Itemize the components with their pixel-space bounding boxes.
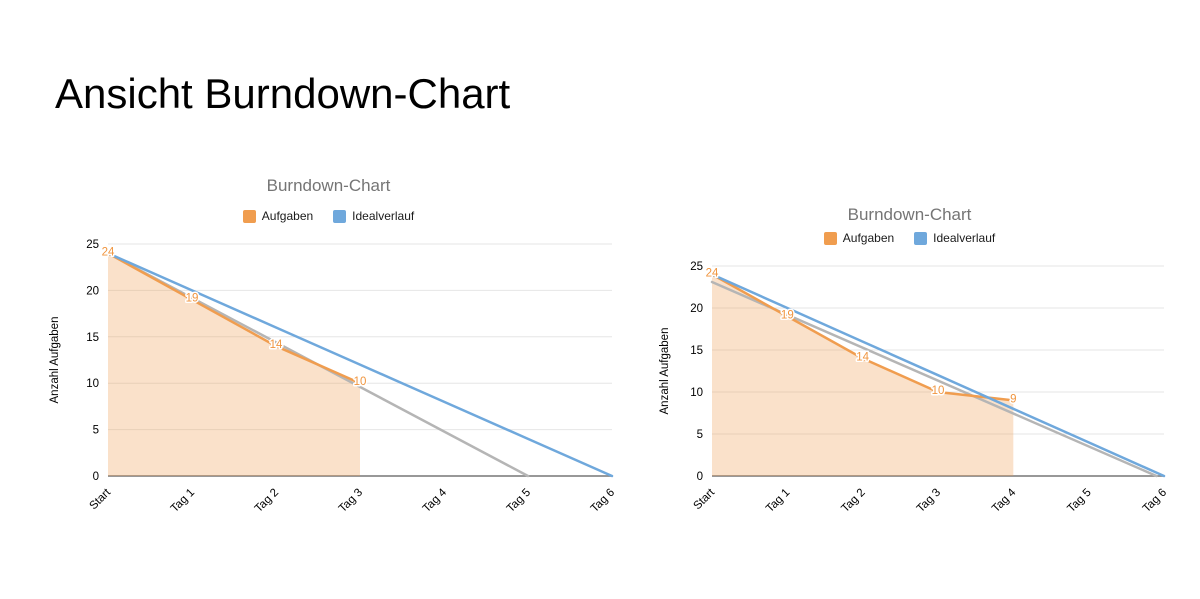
y-tick-label: 0 bbox=[93, 471, 99, 483]
chart-legend: Aufgaben Idealverlauf bbox=[45, 209, 612, 223]
y-axis-title: Anzahl Aufgaben bbox=[49, 317, 61, 404]
y-tick-label: 0 bbox=[697, 471, 703, 483]
x-axis-labels: Start Tag 1 Tag 2 Tag 3 Tag 4 Tag 5 Tag 6 bbox=[87, 486, 617, 515]
y-tick-label: 20 bbox=[690, 303, 703, 315]
y-tick-label: 10 bbox=[690, 387, 703, 399]
x-tick-label: Tag 1 bbox=[764, 487, 792, 515]
legend-swatch-icon bbox=[333, 209, 347, 223]
legend-label: Idealverlauf bbox=[352, 209, 415, 223]
legend-swatch-icon bbox=[914, 231, 928, 245]
x-tick-label: Start bbox=[691, 486, 717, 512]
y-tick-label: 5 bbox=[697, 429, 703, 441]
point-label: 9 bbox=[1010, 393, 1016, 405]
series-area-aufgaben bbox=[712, 274, 1014, 476]
gridlines: 0 5 10 15 20 25 bbox=[690, 261, 1164, 483]
chart-plot: 0 5 10 15 20 25 Start Tag 1 Tag 2 Tag 3 Tag 4 Tag 5… bbox=[659, 261, 1169, 515]
y-tick-label: 5 bbox=[93, 425, 99, 437]
y-axis-title: Anzahl Aufgaben bbox=[659, 328, 671, 415]
x-tick-label: Tag 4 bbox=[990, 486, 1019, 515]
legend-label: Aufgaben bbox=[842, 231, 895, 245]
burndown-chart-2: Burndown-Chart Aufgaben Idealverlauf 0 5 10 15… bbox=[655, 195, 1200, 560]
legend-label: Idealverlauf bbox=[933, 231, 996, 245]
x-tick-label: Tag 6 bbox=[589, 487, 617, 515]
point-label: 19 bbox=[781, 309, 794, 321]
burndown-chart-1: Burndown-Chart Aufgaben Idealverlauf 0 5 10 15… bbox=[45, 165, 630, 560]
y-tick-label: 25 bbox=[86, 239, 99, 251]
legend-swatch-icon bbox=[242, 209, 256, 223]
x-axis-labels: Start Tag 1 Tag 2 Tag 3 Tag 4 Tag 5 Tag 6 bbox=[691, 486, 1169, 515]
series-line-idealverlauf bbox=[710, 273, 1166, 478]
x-tick-label: Tag 6 bbox=[1141, 487, 1169, 515]
page-title: Ansicht Burndown-Chart bbox=[55, 70, 511, 117]
y-tick-label: 15 bbox=[690, 345, 703, 357]
point-label: 14 bbox=[856, 351, 869, 363]
x-tick-label: Tag 3 bbox=[337, 487, 365, 515]
y-tick-label: 15 bbox=[86, 332, 99, 344]
x-tick-label: Tag 5 bbox=[1065, 487, 1093, 515]
y-tick-label: 10 bbox=[86, 378, 99, 390]
x-tick-label: Start bbox=[87, 486, 113, 512]
point-label: 10 bbox=[354, 376, 367, 388]
legend-item: Aufgaben bbox=[823, 231, 895, 245]
y-tick-label: 20 bbox=[86, 285, 99, 297]
chart-plot: 0 5 10 15 20 25 Start Tag 1 Tag 2 Tag 3 Tag 4 Tag 5… bbox=[49, 239, 617, 515]
y-tick-label: 25 bbox=[690, 261, 703, 273]
chart-legend: Aufgaben Idealverlauf bbox=[655, 231, 1164, 245]
legend-item: Idealverlauf bbox=[333, 209, 414, 223]
legend-label: Aufgaben bbox=[261, 209, 314, 223]
x-tick-label: Tag 4 bbox=[421, 486, 450, 515]
point-label: 19 bbox=[186, 293, 199, 305]
chart-title: Burndown-Chart bbox=[847, 205, 972, 224]
point-label: 14 bbox=[270, 339, 283, 351]
chart-title: Burndown-Chart bbox=[266, 176, 391, 195]
series-line-aufgaben bbox=[710, 273, 1015, 402]
point-label: 24 bbox=[102, 246, 115, 258]
x-tick-label: Tag 2 bbox=[839, 487, 867, 515]
x-tick-label: Tag 2 bbox=[253, 487, 281, 515]
x-tick-label: Tag 1 bbox=[169, 487, 197, 515]
legend-swatch-icon bbox=[823, 231, 837, 245]
point-label: 24 bbox=[706, 267, 719, 279]
x-tick-label: Tag 3 bbox=[915, 487, 943, 515]
series-line-idealverlauf bbox=[106, 252, 614, 478]
point-label: 10 bbox=[932, 385, 945, 397]
series-area-aufgaben bbox=[108, 253, 360, 476]
series-line-aufgaben bbox=[106, 252, 362, 385]
legend-item: Idealverlauf bbox=[914, 231, 995, 245]
legend-item: Aufgaben bbox=[242, 209, 314, 223]
x-tick-label: Tag 5 bbox=[505, 487, 533, 515]
